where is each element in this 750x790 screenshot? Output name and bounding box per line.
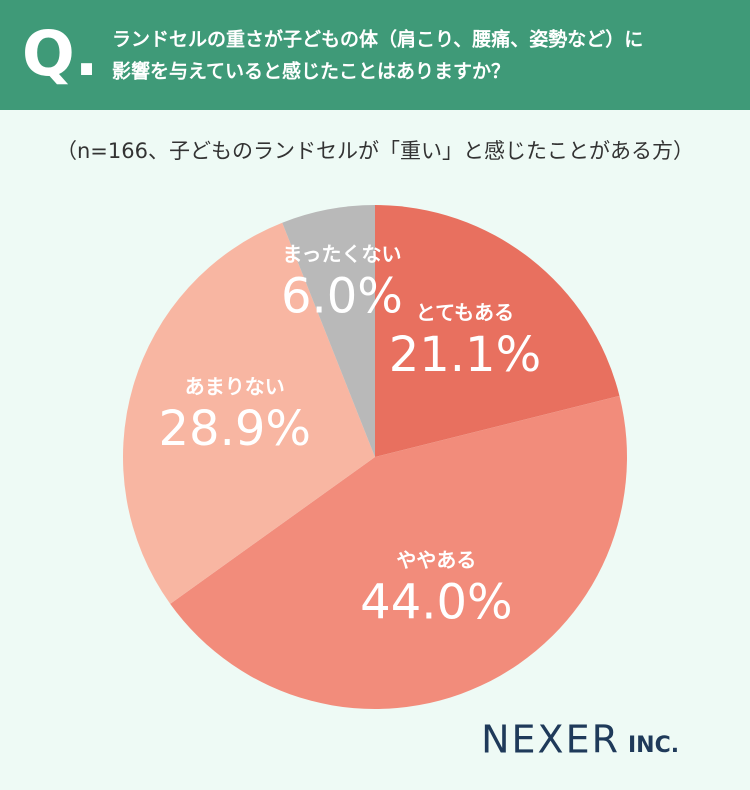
pie-slice — [122, 222, 375, 604]
subtitle: （n=166、子どものランドセルが「重い」と感じたことがある方） — [56, 139, 694, 163]
slice-category: とてもある — [416, 300, 514, 324]
slice-value-label: 28.9% — [159, 401, 311, 457]
slice-value-label: 6.0% — [281, 269, 403, 325]
slice-category: ややある — [396, 548, 476, 572]
question-line: ランドセルの重さが子どもの体（肩こり、腰痛、姿勢など）に — [112, 28, 643, 51]
logo-name: NEXER — [481, 718, 620, 762]
header-band — [0, 0, 750, 110]
pie-slice — [375, 205, 620, 457]
question-mark: Q. — [22, 17, 98, 90]
logo-suffix: INC. — [628, 733, 679, 758]
slice-value-label: 21.1% — [389, 327, 541, 383]
pie-slice — [170, 395, 628, 710]
question-line: 影響を与えていると感じたことはありますか？ — [112, 60, 510, 83]
slice-value-label: 44.0% — [360, 575, 512, 631]
slice-category: あまりない — [185, 374, 285, 398]
pie-slice — [282, 205, 375, 457]
slice-category: まったくない — [282, 242, 401, 266]
